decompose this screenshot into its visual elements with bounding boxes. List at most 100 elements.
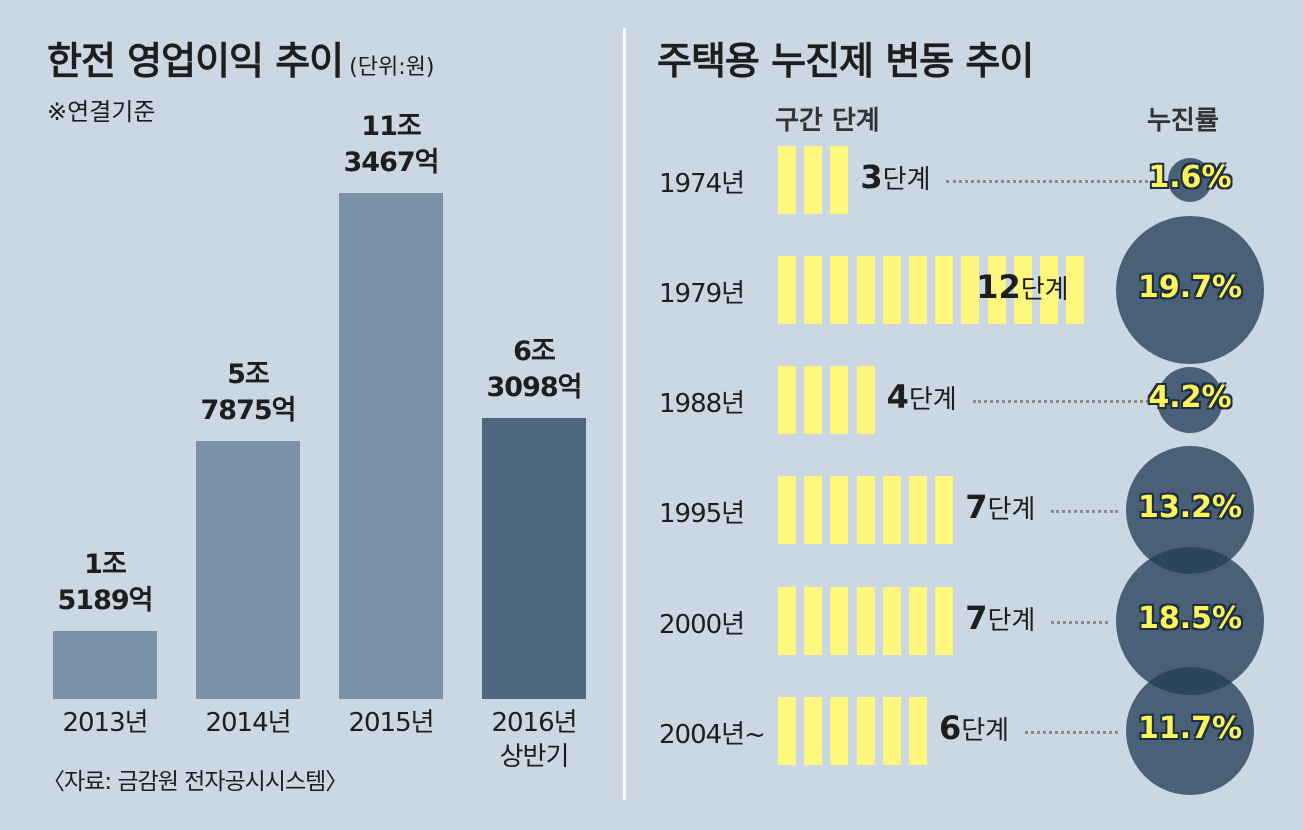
left-chart-title: 한전 영업이익 추이 (단위:원)	[47, 39, 435, 83]
leader-line	[946, 180, 1160, 183]
rate-bubble	[1157, 367, 1223, 433]
stage-suffix: 단계	[961, 716, 1010, 746]
stage-segment	[778, 697, 796, 765]
stage-segment	[935, 256, 954, 324]
stage-segment	[909, 587, 927, 655]
stage-suffix: 단계	[987, 495, 1036, 525]
stage-segment	[804, 366, 823, 434]
stage-segment	[882, 256, 901, 324]
stage-segment	[830, 366, 849, 434]
stage-count-label: 7단계	[965, 599, 1035, 637]
stage-segment	[804, 697, 823, 765]
stage-segment	[856, 476, 875, 544]
x-tick-line: 2014년	[205, 708, 291, 738]
stage-number: 6	[939, 709, 962, 747]
bar-value-line: 5조	[227, 359, 270, 390]
stage-segment	[778, 366, 796, 434]
stage-segment	[961, 256, 980, 324]
year-label: 2000년	[659, 610, 745, 640]
year-label: 1988년	[659, 389, 745, 419]
stage-segment	[935, 476, 954, 544]
x-tick-label: 2014년	[166, 706, 330, 740]
stage-segment	[909, 256, 927, 324]
stage-segment	[856, 366, 875, 434]
bar-value-label: 1조 5189억	[23, 547, 187, 619]
bar-3	[339, 193, 443, 699]
stage-segment	[882, 476, 901, 544]
stage-suffix: 단계	[908, 385, 957, 415]
stage-segment	[1066, 256, 1085, 324]
stage-segment	[856, 587, 875, 655]
bar-2	[196, 441, 300, 699]
stage-segment	[830, 256, 849, 324]
stage-segment	[909, 476, 927, 544]
bar-value-line: 1조	[84, 549, 127, 580]
leader-line	[1025, 731, 1118, 734]
stage-segment	[1040, 256, 1058, 324]
x-tick-label: 2015년	[309, 706, 473, 740]
rate-label: 13.2%	[1137, 490, 1243, 525]
stage-segment	[778, 587, 796, 655]
stage-column-header: 구간 단계	[775, 106, 880, 136]
stage-number: 7	[965, 488, 988, 526]
stage-segment	[778, 146, 796, 214]
stage-segment	[830, 476, 849, 544]
bar-value-label: 5조 7875억	[166, 357, 330, 429]
rate-label: 19.7%	[1137, 270, 1243, 305]
year-label: 2004년~	[659, 720, 766, 750]
stage-segment	[882, 587, 901, 655]
x-tick-line: 상반기	[499, 742, 570, 772]
stage-segment	[804, 476, 823, 544]
x-tick-line: 2015년	[348, 708, 434, 738]
stage-segment	[804, 587, 823, 655]
x-tick-label: 2013년	[23, 706, 187, 740]
left-panel: 한전 영업이익 추이 (단위:원) ※연결기준 1조 5189억 2013년 5조 787…	[0, 0, 620, 830]
bar-value-line: 5189억	[57, 585, 154, 616]
bar-value-label: 6조 3098억	[452, 334, 616, 406]
rate-column-header: 누진률	[1147, 106, 1219, 136]
rate-bubble	[1116, 216, 1264, 364]
stage-segment	[804, 146, 823, 214]
source-note: 〈자료: 금감원 전자공시시스템〉	[42, 769, 348, 795]
stage-segment	[830, 697, 849, 765]
stage-number: 3	[860, 158, 883, 196]
leader-line	[972, 400, 1149, 403]
stage-segment	[909, 697, 927, 765]
stage-segment	[882, 697, 901, 765]
stage-number: 7	[965, 599, 988, 637]
rate-bubble	[1126, 667, 1254, 795]
stage-segment	[856, 697, 875, 765]
right-chart-title: 주택용 누진제 변동 추이	[657, 39, 1034, 83]
rate-label: 18.5%	[1137, 601, 1243, 636]
stage-segment	[935, 587, 954, 655]
bar-1	[53, 631, 157, 699]
stage-suffix: 단계	[882, 165, 931, 195]
x-tick-line: 2016년	[491, 708, 577, 738]
rate-label: 4.2%	[1148, 380, 1232, 415]
stage-count-label: 6단계	[939, 709, 1009, 747]
bar-value-line: 3098억	[486, 372, 583, 403]
stage-number: 4	[886, 378, 909, 416]
leader-line	[1051, 621, 1108, 624]
stage-segment	[778, 256, 796, 324]
year-label: 1995년	[659, 499, 745, 529]
panel-divider	[623, 28, 626, 800]
stage-count-label: 7단계	[965, 488, 1035, 526]
bar-4	[482, 418, 586, 699]
stage-segment	[856, 256, 875, 324]
stage-segment	[987, 256, 1006, 324]
year-label: 1979년	[659, 279, 745, 309]
leader-line	[1051, 510, 1118, 513]
stage-count-label: 12단계	[976, 268, 1068, 306]
stage-suffix: 단계	[987, 606, 1036, 636]
bar-value-line: 6조	[513, 336, 556, 367]
stage-suffix: 단계	[1020, 275, 1069, 305]
basis-note: ※연결기준	[47, 98, 156, 126]
stage-segment	[778, 476, 796, 544]
stage-count-label: 4단계	[887, 378, 957, 416]
stage-number: 12	[976, 268, 1021, 306]
stage-count-label: 3단계	[860, 158, 930, 196]
stage-segment	[830, 146, 849, 214]
rate-bubble	[1168, 158, 1212, 202]
year-label: 1974년	[659, 169, 745, 199]
